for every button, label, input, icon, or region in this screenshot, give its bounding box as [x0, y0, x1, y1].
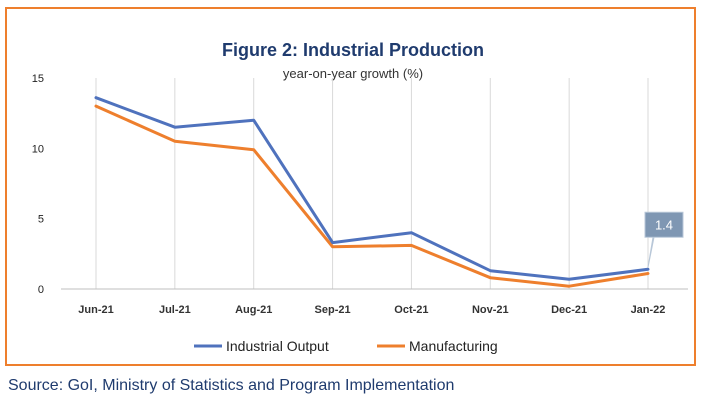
y-tick-label: 0: [38, 284, 44, 296]
x-tick-label: Jun-21: [78, 304, 113, 316]
callout-box: [644, 211, 684, 268]
axes: 0 5 10 15 Jun-21 Jul-21 Aug-21 Sep-21 Oct-21 Nov-…: [32, 73, 688, 316]
series-line-manufacturing: [94, 104, 650, 288]
legend-label: Manufacturing: [409, 338, 498, 354]
chart-frame: [5, 7, 696, 366]
legend: Industrial Output Manufacturing: [194, 338, 498, 354]
x-tick-label: Nov-21: [472, 304, 509, 316]
x-tick-label: Aug-21: [235, 304, 272, 316]
x-tick-label: Sep-21: [315, 304, 351, 316]
source-note: Source: GoI, Ministry of Statistics and …: [8, 377, 455, 394]
series-line-industrial-output: [94, 96, 650, 281]
callout-label: 1.4: [655, 217, 673, 232]
legend-label: Industrial Output: [226, 338, 329, 354]
y-tick-label: 15: [32, 73, 44, 85]
gridlines: [95, 78, 649, 289]
x-tick-label: Dec-21: [551, 304, 587, 316]
x-tick-label: Oct-21: [394, 304, 428, 316]
chart: Figure 2: Industrial Production year-on-…: [32, 40, 688, 354]
chart-title: Figure 2: Industrial Production: [222, 40, 484, 60]
y-tick-label: 5: [38, 214, 44, 226]
x-tick-label: Jan-22: [631, 304, 666, 316]
y-tick-label: 10: [32, 143, 44, 155]
annotation: 1.4: [644, 211, 684, 268]
chart-subtitle: year-on-year growth (%): [283, 66, 423, 81]
x-tick-label: Jul-21: [159, 304, 191, 316]
series-lines: [94, 96, 650, 288]
